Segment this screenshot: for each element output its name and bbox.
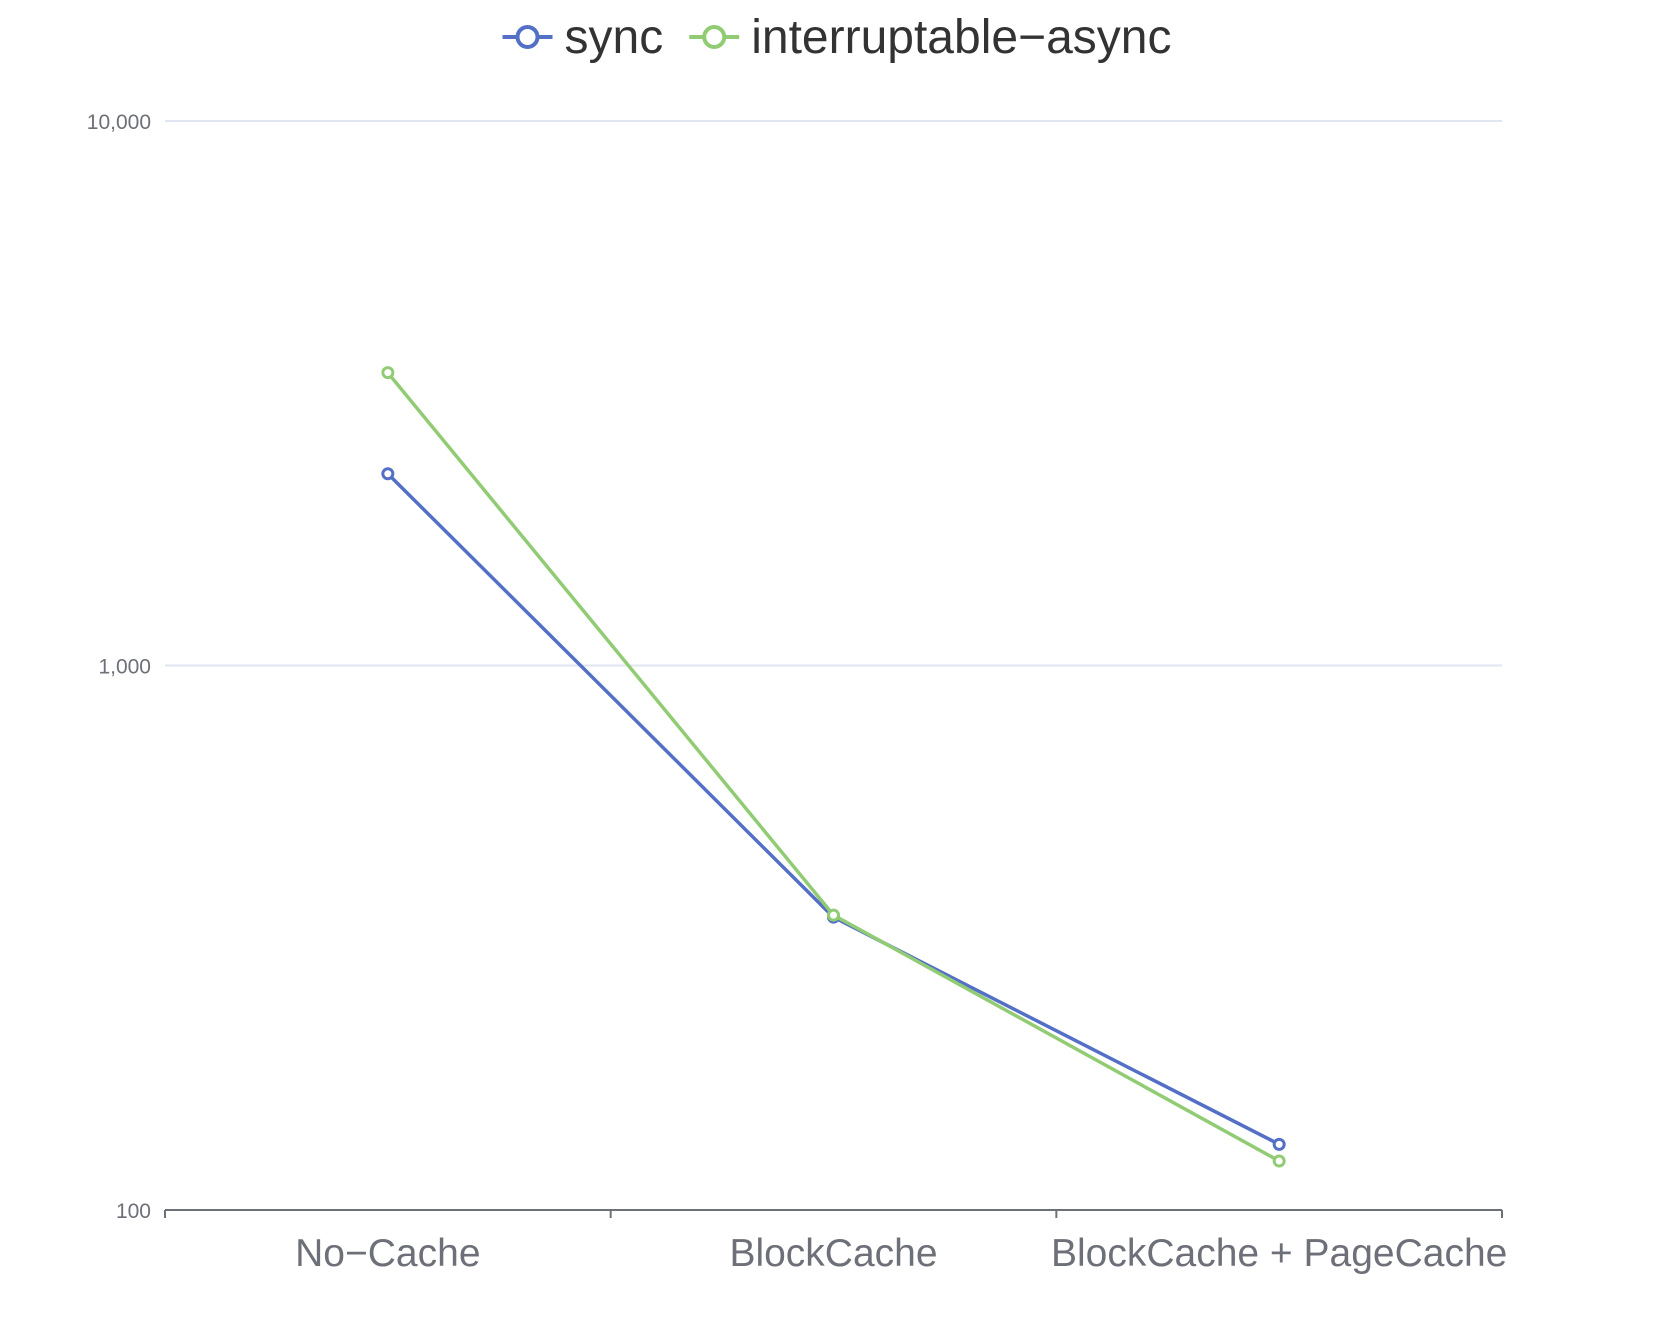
series-line xyxy=(386,472,1280,1146)
series-1 xyxy=(381,366,1286,1168)
legend-item[interactable]: sync xyxy=(502,11,664,64)
legend-marker-icon xyxy=(515,25,540,49)
legend-item[interactable]: interruptable−async xyxy=(689,11,1171,64)
y-tick-label: 100 xyxy=(116,1200,151,1223)
data-point[interactable] xyxy=(381,467,395,481)
data-point[interactable] xyxy=(827,908,840,922)
x-tick-label: BlockCache xyxy=(729,1232,937,1275)
x-tick-label: No−Cache xyxy=(295,1232,480,1275)
series-layer xyxy=(381,366,1286,1168)
x-tick-label: BlockCache + PageCache xyxy=(1051,1232,1507,1275)
series-0 xyxy=(381,467,1286,1151)
legend[interactable]: sync interruptable−async xyxy=(502,11,1172,64)
x-axis: No−Cache BlockCache BlockCache + PageCache xyxy=(164,1209,1507,1275)
data-point[interactable] xyxy=(1272,1137,1286,1151)
series-line xyxy=(386,371,1281,1163)
data-point[interactable] xyxy=(1272,1154,1286,1168)
legend-marker-icon xyxy=(702,25,727,49)
y-axis-labels: 100 1,000 10,000 xyxy=(87,111,151,1223)
legend-label: sync xyxy=(565,11,664,64)
data-point[interactable] xyxy=(381,366,395,380)
y-tick-label: 1,000 xyxy=(98,656,151,679)
y-tick-label: 10,000 xyxy=(87,111,151,134)
grid-lines xyxy=(165,120,1502,667)
legend-label: interruptable−async xyxy=(751,11,1171,64)
